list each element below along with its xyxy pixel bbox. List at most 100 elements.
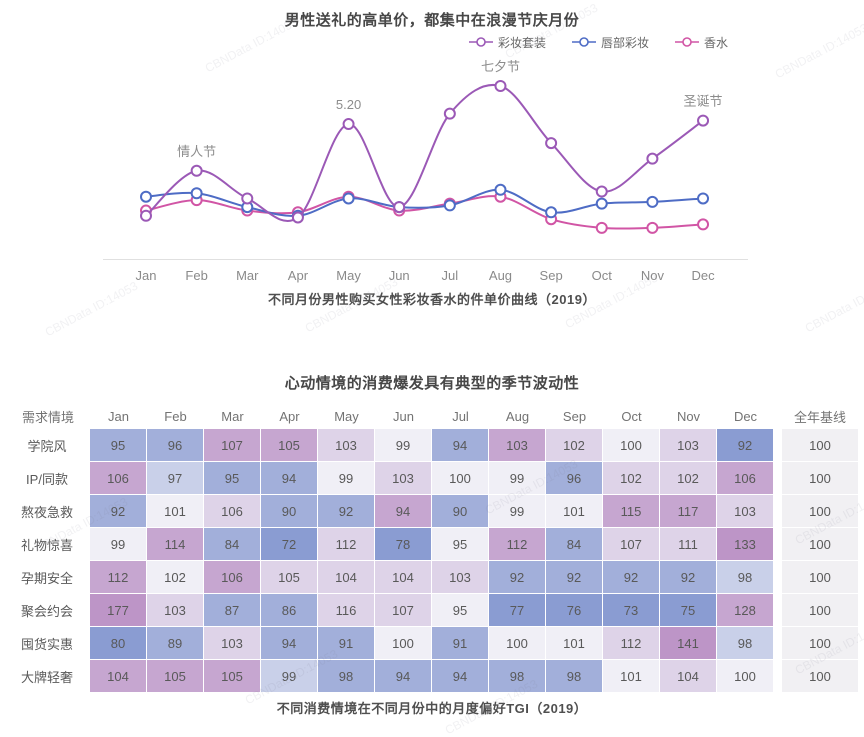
heatmap-cell: 100 (603, 429, 660, 462)
data-point (291, 211, 304, 224)
row-label: 聚会约会 (6, 594, 90, 627)
column-header-month: Mar (204, 403, 261, 429)
column-header-month: Jun (375, 403, 432, 429)
heatmap-cell: 128 (717, 594, 774, 627)
data-point (342, 192, 355, 205)
heatmap-table: 需求情境 Jan Feb Mar Apr May Jun Jul Aug Sep Oct Nov Dec… (6, 403, 864, 693)
row-label: 礼物惊喜 (6, 528, 90, 561)
heatmap-cell: 107 (603, 528, 660, 561)
column-gap (774, 660, 782, 693)
heatmap-cell: 133 (717, 528, 774, 561)
baseline-cell: 100 (782, 660, 858, 693)
legend-label: 唇部彩妆 (600, 35, 649, 50)
heatmap-cell: 141 (660, 627, 717, 660)
heatmap-cell: 99 (318, 462, 375, 495)
heatmap-cell: 105 (147, 660, 204, 693)
heatmap-cell: 106 (717, 462, 774, 495)
column-header-month: Oct (603, 403, 660, 429)
row-label: 孕期安全 (6, 561, 90, 594)
data-point (646, 195, 659, 208)
heatmap-cell: 112 (603, 627, 660, 660)
heatmap-cell: 99 (489, 462, 546, 495)
data-point (140, 209, 152, 222)
heatmap-cell: 104 (318, 561, 375, 594)
heatmap-cell: 101 (147, 495, 204, 528)
data-point (697, 114, 710, 127)
data-point (646, 221, 659, 234)
legend-marker-icon (571, 37, 596, 47)
heatmap-cell: 86 (261, 594, 318, 627)
heatmap-cell: 94 (261, 627, 318, 660)
heatmap-cell: 177 (90, 594, 147, 627)
heatmap-cell: 116 (318, 594, 375, 627)
baseline-cell: 100 (782, 528, 858, 561)
heatmap-cell: 84 (546, 528, 603, 561)
annotation-label: 七夕节 (481, 59, 520, 74)
heatmap-cell: 104 (375, 561, 432, 594)
baseline-cell: 100 (782, 627, 858, 660)
x-axis-tick: Aug (489, 268, 512, 283)
heatmap-cell: 92 (90, 495, 147, 528)
heatmap-cell: 75 (660, 594, 717, 627)
data-point (646, 152, 659, 165)
legend-item-彩妆套装: 彩妆套装 (468, 34, 546, 51)
x-axis-tick: Dec (691, 268, 715, 283)
annotation-label: 5.20 (336, 97, 361, 112)
heatmap-cell: 102 (546, 429, 603, 462)
data-point (443, 107, 456, 120)
line-chart-title: 男性送礼的高单价，都集中在浪漫节庆月份 (284, 12, 580, 29)
column-header-month: Dec (717, 403, 774, 429)
column-gap (774, 429, 782, 462)
heatmap-cell: 94 (375, 495, 432, 528)
row-label: 囤货实惠 (6, 627, 90, 660)
legend-marker-icon (468, 37, 493, 47)
column-header-month: Apr (261, 403, 318, 429)
x-axis-tick: Apr (288, 268, 309, 283)
heatmap-cell: 94 (375, 660, 432, 693)
heatmap-cell: 92 (489, 561, 546, 594)
heatmap-cell: 106 (90, 462, 147, 495)
heatmap-cell: 94 (261, 462, 318, 495)
column-gap (774, 495, 782, 528)
row-label: 熬夜急救 (6, 495, 90, 528)
heatmap-cell: 102 (147, 561, 204, 594)
heatmap-cell: 105 (261, 561, 318, 594)
heatmap-cell: 94 (432, 660, 489, 693)
series-香水 (140, 190, 710, 234)
legend-item-唇部彩妆: 唇部彩妆 (571, 34, 649, 51)
data-point (443, 199, 456, 212)
row-label: 大牌轻奢 (6, 660, 90, 693)
legend-label: 彩妆套装 (497, 35, 546, 50)
heatmap-cell: 89 (147, 627, 204, 660)
x-axis-tick: Nov (641, 268, 665, 283)
column-header-baseline: 全年基线 (782, 403, 858, 429)
heatmap-cell: 95 (432, 528, 489, 561)
heatmap-cell: 99 (375, 429, 432, 462)
data-point (545, 206, 558, 219)
heatmap-cell: 96 (546, 462, 603, 495)
heatmap-cell: 103 (204, 627, 261, 660)
column-header-month: Jan (90, 403, 147, 429)
heatmap-cell: 102 (660, 462, 717, 495)
heatmap-cell: 99 (261, 660, 318, 693)
heatmap-cell: 100 (489, 627, 546, 660)
heatmap-cell: 76 (546, 594, 603, 627)
baseline-cell: 100 (782, 561, 858, 594)
data-point (190, 164, 203, 177)
column-gap (774, 403, 782, 429)
column-gap (774, 594, 782, 627)
column-gap (774, 561, 782, 594)
data-point (494, 183, 507, 196)
heatmap-cell: 100 (375, 627, 432, 660)
heatmap-cell: 105 (204, 660, 261, 693)
baseline-cell: 100 (782, 429, 858, 462)
heatmap-cell: 107 (204, 429, 261, 462)
heatmap-title: 心动情境的消费爆发具有典型的季节波动性 (284, 375, 580, 392)
column-gap (774, 627, 782, 660)
heatmap-cell: 115 (603, 495, 660, 528)
heatmap-cell: 78 (375, 528, 432, 561)
heatmap-cell: 98 (546, 660, 603, 693)
column-header-month: May (318, 403, 375, 429)
heatmap-cell: 112 (318, 528, 375, 561)
heatmap-cell: 100 (717, 660, 774, 693)
